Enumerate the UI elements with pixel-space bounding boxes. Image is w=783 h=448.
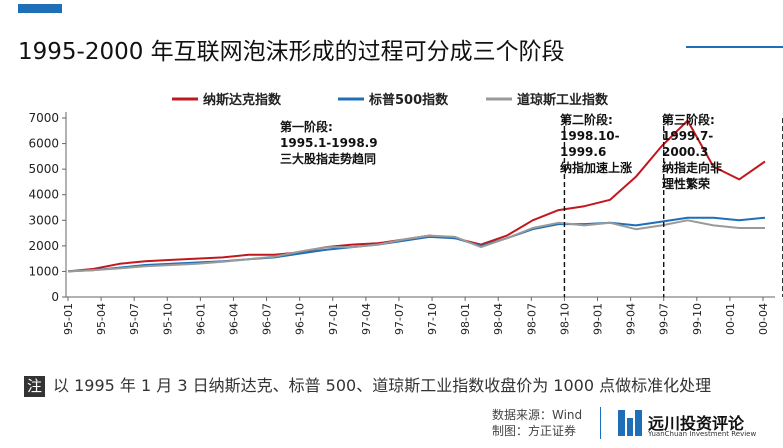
x-tick-label: 96-10	[294, 303, 307, 335]
x-tick-label: 98-10	[558, 303, 571, 335]
x-tick-label: 97-01	[327, 303, 340, 335]
series-layer	[67, 119, 766, 273]
title-underline	[686, 46, 783, 48]
x-tick-label: 97-04	[360, 303, 373, 335]
series-line	[67, 119, 766, 273]
series-line	[67, 216, 766, 273]
source-line: 数据来源：Wind	[492, 408, 583, 422]
x-tick-label: 99-10	[691, 303, 704, 335]
annotation-line: 2000.3	[662, 145, 708, 159]
note-badge: 注	[24, 376, 45, 397]
footnote-text: 以 1995 年 1 月 3 日纳斯达克、标普 500、道琼斯工业指数收盘价为 …	[53, 376, 712, 395]
annotation-line: 理性繁荣	[662, 176, 711, 191]
legend-label: 道琼斯工业指数	[517, 92, 609, 108]
annotation-line: 纳指加速上涨	[560, 160, 632, 175]
y-tick-label: 3000	[28, 213, 59, 227]
annotation-title: 第三阶段:	[662, 112, 715, 127]
series-line	[67, 219, 765, 273]
x-tick-label: 95-10	[161, 303, 174, 335]
y-tick-label: 0	[51, 290, 59, 304]
legend-label: 纳斯达克指数	[203, 92, 282, 108]
x-tick-label: 95-04	[95, 303, 108, 335]
y-tick-label: 2000	[28, 239, 59, 253]
x-tick-label: 00-04	[757, 303, 770, 335]
x-tick-label: 98-07	[525, 303, 538, 335]
source-divider	[600, 407, 601, 439]
chart-axes: 0 1000 2000 3000 4000 5000 6000 7000 95-01 95-04 9…	[28, 111, 775, 335]
annotation-title: 第二阶段:	[560, 112, 613, 127]
source-block: 数据来源：Wind 制图：方正证券	[492, 407, 582, 439]
x-tick-label: 98-01	[459, 303, 472, 335]
accent-bar	[18, 4, 62, 13]
x-tick-label: 96-04	[227, 303, 240, 335]
brand-subtitle: YuanChuan Investment Review	[648, 430, 757, 438]
brand-name: 远川投资评论	[648, 414, 745, 433]
y-tick-label: 5000	[28, 162, 59, 176]
page-title: 1995-2000 年互联网泡沫形成的过程可分成三个阶段	[18, 39, 565, 65]
x-tick-label: 97-07	[393, 303, 406, 335]
annotation-line: 1995.1-1998.9	[280, 136, 378, 150]
annotation-line: 纳指走向非	[662, 160, 722, 175]
x-tick-label: 99-07	[658, 303, 671, 335]
x-tick-label: 99-04	[625, 303, 638, 335]
brand-mark-icon	[618, 410, 642, 436]
y-tick-label: 1000	[28, 264, 59, 278]
chart-legend: 纳斯达克指数 标普500指数 道琼斯工业指数	[172, 92, 609, 108]
x-tick-label: 97-10	[426, 303, 439, 335]
x-tick-label: 96-07	[261, 303, 274, 335]
x-tick-label: 96-01	[194, 303, 207, 335]
annotation-line: 1999.6	[560, 145, 606, 159]
credit-line: 制图：方正证券	[492, 424, 577, 438]
legend-label: 标普500指数	[368, 92, 449, 108]
y-tick-label: 4000	[28, 188, 59, 202]
x-tick-label: 98-04	[492, 303, 505, 335]
annotation-line: 1998.10-	[560, 129, 620, 143]
x-tick-label: 95-01	[62, 303, 75, 335]
x-tick-label: 95-07	[128, 303, 141, 335]
x-tick-label: 99-01	[592, 303, 605, 335]
y-tick-label: 6000	[28, 137, 59, 151]
annotation-line: 三大股指走势趋同	[280, 151, 376, 166]
footnote: 注以 1995 年 1 月 3 日纳斯达克、标普 500、道琼斯工业指数收盘价为…	[24, 372, 711, 397]
y-tick-label: 7000	[28, 111, 59, 125]
annotation-line: 1999.7-	[662, 129, 713, 143]
annotation-title: 第一阶段:	[280, 119, 333, 134]
x-tick-label: 00-01	[724, 303, 737, 335]
